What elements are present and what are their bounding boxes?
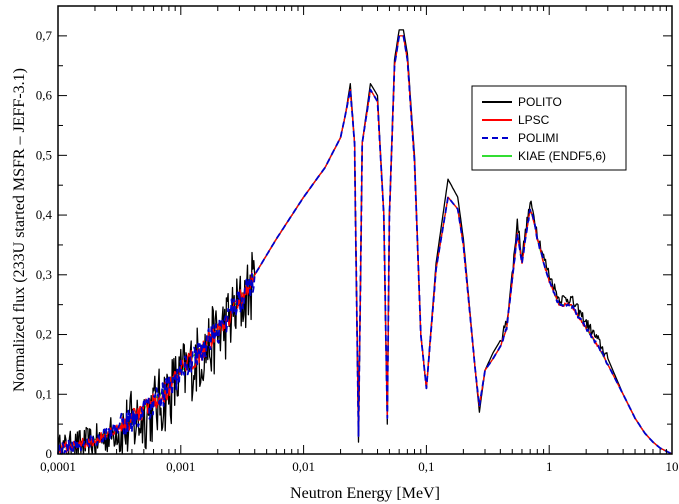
legend: POLITO LPSC POLIMI KIAE (ENDF5,6) bbox=[471, 85, 627, 171]
y-tick-label: 0,3 bbox=[36, 267, 52, 282]
x-tick-label: 0,0001 bbox=[40, 459, 76, 474]
legend-label: KIAE (ENDF5,6) bbox=[518, 149, 606, 163]
x-tick-label: 0,001 bbox=[166, 459, 195, 474]
legend-label: POLITO bbox=[518, 95, 562, 109]
series-line-polimi bbox=[57, 35, 673, 455]
x-tick-label: 0,1 bbox=[418, 459, 434, 474]
series-layer bbox=[57, 29, 673, 455]
x-tick-label: 1 bbox=[546, 459, 553, 474]
y-tick-label: 0,4 bbox=[36, 207, 53, 222]
y-tick-label: 0,5 bbox=[36, 147, 52, 162]
legend-label: POLIMI bbox=[518, 131, 559, 145]
y-tick-label: 0,7 bbox=[36, 28, 53, 43]
y-tick-label: 0,6 bbox=[36, 88, 53, 103]
y-tick-label: 0 bbox=[46, 446, 53, 461]
y-tick-label: 0,2 bbox=[36, 327, 52, 342]
y-tick-label: 0,1 bbox=[36, 386, 52, 401]
x-tick-label: 0,01 bbox=[292, 459, 315, 474]
x-axis-title: Neutron Energy [MeV] bbox=[290, 485, 440, 502]
legend-label: LPSC bbox=[518, 113, 550, 127]
y-axis-title: Normalized flux (233U started MSFR – JEF… bbox=[11, 68, 28, 392]
plot-frame bbox=[57, 5, 673, 455]
ticks-layer: 0,0001 0,001 0,01 0,1 1 10 0 0,1 0,2 0,3 0,4 0,5 0,6… bbox=[36, 5, 679, 474]
x-tick-label: 10 bbox=[666, 459, 679, 474]
